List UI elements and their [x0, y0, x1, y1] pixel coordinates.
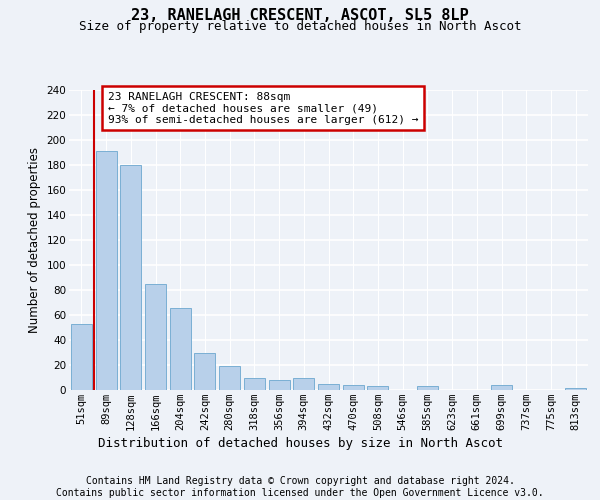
Bar: [145, 284, 166, 390]
Bar: [95, 151, 116, 390]
Text: Size of property relative to detached houses in North Ascot: Size of property relative to detached ho…: [79, 20, 521, 33]
Text: 23 RANELAGH CRESCENT: 88sqm
← 7% of detached houses are smaller (49)
93% of semi: 23 RANELAGH CRESCENT: 88sqm ← 7% of deta…: [108, 92, 418, 124]
Bar: [367, 386, 388, 390]
Bar: [565, 388, 586, 390]
Bar: [71, 324, 92, 390]
Bar: [170, 308, 191, 390]
Bar: [219, 366, 240, 390]
Text: 23, RANELAGH CRESCENT, ASCOT, SL5 8LP: 23, RANELAGH CRESCENT, ASCOT, SL5 8LP: [131, 8, 469, 22]
Bar: [194, 352, 215, 390]
Text: Contains public sector information licensed under the Open Government Licence v3: Contains public sector information licen…: [56, 488, 544, 498]
Bar: [491, 385, 512, 390]
Bar: [244, 378, 265, 390]
Bar: [343, 385, 364, 390]
Bar: [417, 386, 438, 390]
Y-axis label: Number of detached properties: Number of detached properties: [28, 147, 41, 333]
Bar: [269, 380, 290, 390]
Bar: [318, 384, 339, 390]
Text: Distribution of detached houses by size in North Ascot: Distribution of detached houses by size …: [97, 438, 503, 450]
Text: Contains HM Land Registry data © Crown copyright and database right 2024.: Contains HM Land Registry data © Crown c…: [86, 476, 514, 486]
Bar: [293, 378, 314, 390]
Bar: [120, 165, 141, 390]
